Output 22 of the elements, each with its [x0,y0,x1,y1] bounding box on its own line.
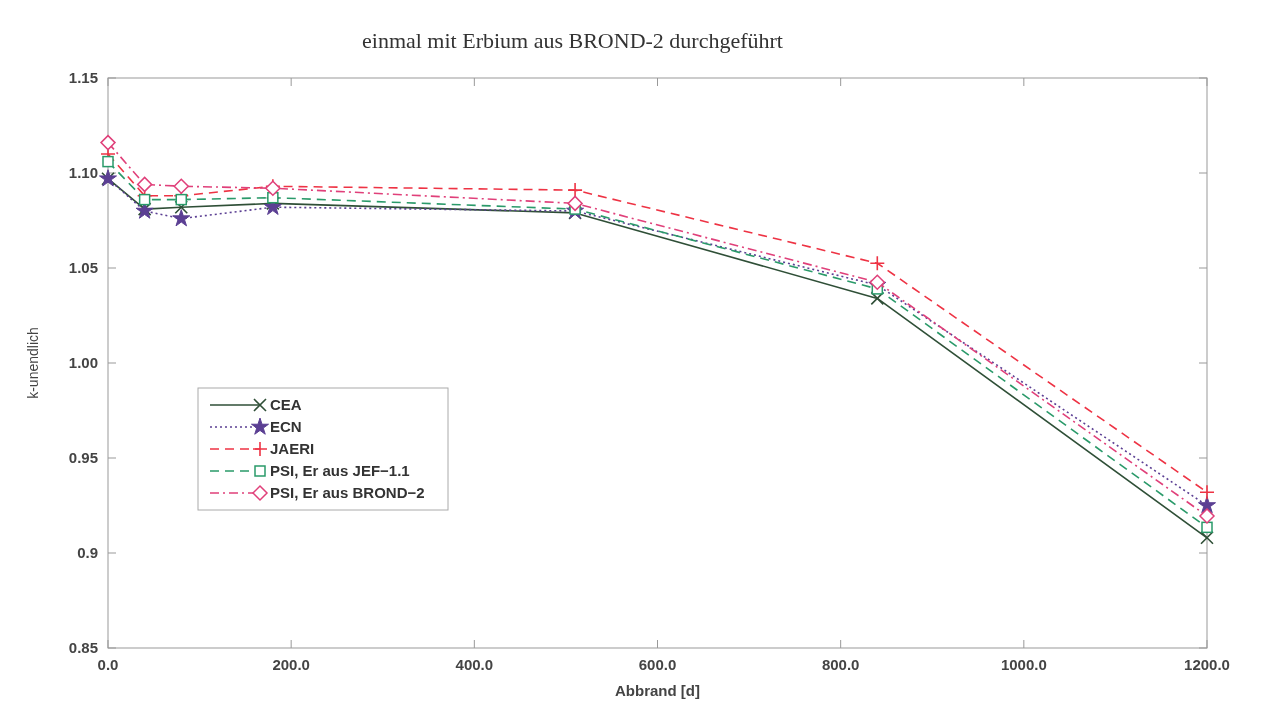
legend-label: JAERI [270,440,315,458]
y-tick-label: 1.15 [68,69,98,87]
y-tick-label: 1.05 [68,259,98,277]
chart-title: einmal mit Erbium aus BROND-2 durchgeführt [362,28,783,53]
legend-label: CEA [270,396,302,414]
legend-label: PSI, Er aus BROND−2 [270,484,425,502]
y-axis-title: k-unendlich [25,327,41,399]
legend-label: ECN [270,418,302,436]
x-tick-label: 1000.0 [1000,656,1047,673]
x-axis-title: Abbrand [d] [615,682,700,699]
y-tick-label: 1.10 [68,164,98,182]
y-tick-label: 0.95 [68,449,98,467]
x-tick-label: 1200.0 [1184,656,1230,673]
x-tick-label: 400.0 [455,656,494,673]
x-tick-label: 800.0 [821,656,860,673]
y-tick-label: 1.00 [68,354,98,372]
y-tick-label: 0.85 [68,639,98,657]
x-tick-label: 600.0 [638,656,677,673]
y-tick-label: 0.9 [77,544,98,562]
x-tick-label: 200.0 [272,656,310,673]
legend-label: PSI, Er aus JEF−1.1 [270,462,410,480]
x-tick-label: 0.0 [97,656,119,673]
